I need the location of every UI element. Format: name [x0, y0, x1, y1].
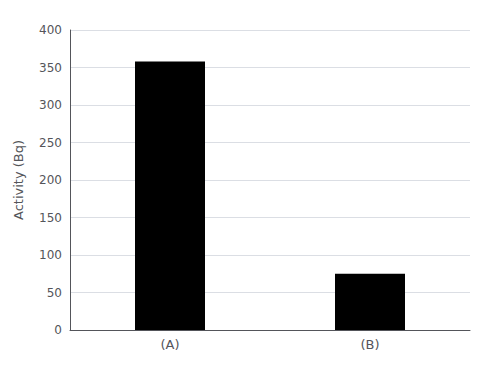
svg-text:100: 100 — [39, 248, 62, 262]
svg-text:350: 350 — [39, 61, 62, 75]
svg-text:400: 400 — [39, 23, 62, 37]
svg-text:Activity (Bq): Activity (Bq) — [11, 140, 26, 220]
svg-text:200: 200 — [39, 173, 62, 187]
svg-text:300: 300 — [39, 98, 62, 112]
svg-text:(A): (A) — [160, 337, 179, 352]
svg-text:(B): (B) — [360, 337, 379, 352]
svg-text:0: 0 — [54, 323, 62, 337]
svg-text:150: 150 — [39, 211, 62, 225]
svg-text:50: 50 — [47, 286, 62, 300]
svg-text:250: 250 — [39, 136, 62, 150]
